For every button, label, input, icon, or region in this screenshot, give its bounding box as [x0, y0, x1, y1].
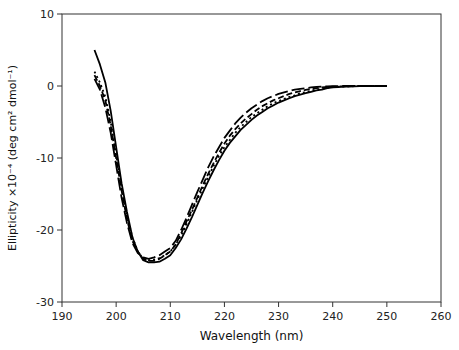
x-tick-label: 260: [431, 310, 452, 323]
x-tick: [441, 302, 442, 307]
x-tick-label: 210: [160, 310, 181, 323]
x-tick: [224, 302, 225, 307]
x-tick-label: 230: [268, 310, 289, 323]
y-tick-label: -30: [36, 296, 54, 309]
y-tick-label: 0: [47, 80, 54, 93]
series-line: [94, 72, 386, 261]
y-tick-label: -10: [36, 152, 54, 165]
y-tick-label: 10: [40, 8, 54, 21]
y-tick-label: -20: [36, 224, 54, 237]
y-axis-label: Ellipticity ×10⁻⁴ (deg cm² dmol⁻¹): [6, 65, 19, 251]
x-tick-label: 250: [376, 310, 397, 323]
x-tick-label: 190: [52, 310, 73, 323]
y-tick: [57, 14, 62, 15]
y-tick: [57, 302, 62, 303]
x-tick: [170, 302, 171, 307]
y-tick: [57, 158, 62, 159]
x-tick: [278, 302, 279, 307]
x-axis-label: Wavelength (nm): [200, 329, 304, 343]
lines: [94, 50, 386, 262]
x-tick-label: 240: [322, 310, 343, 323]
plot-frame: [62, 14, 441, 302]
series-line: [94, 75, 386, 261]
x-tick: [116, 302, 117, 307]
x-tick-label: 200: [106, 310, 127, 323]
chart: 190 200 210 220 230 240 250 260 -30 -20 -10 0 10 Wave…: [0, 0, 459, 350]
x-tick: [62, 302, 63, 307]
x-tick: [386, 302, 387, 307]
series-line: [94, 79, 386, 259]
x-tick-label: 220: [214, 310, 235, 323]
y-tick: [57, 230, 62, 231]
series-line: [94, 50, 386, 262]
axes: 190 200 210 220 230 240 250 260 -30 -20 -10 0 10: [36, 8, 451, 323]
y-tick: [57, 86, 62, 87]
x-tick: [332, 302, 333, 307]
